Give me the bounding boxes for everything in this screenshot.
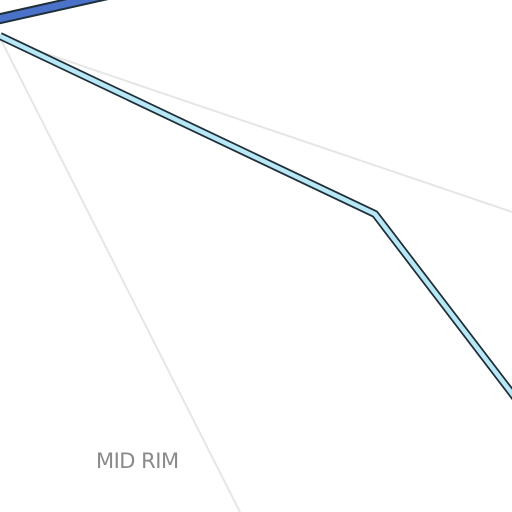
route-dark-blue[interactable] xyxy=(0,0,110,25)
route-light-blue[interactable] xyxy=(0,32,512,404)
boundary-line xyxy=(0,37,512,213)
area-label: MID RIM xyxy=(96,449,179,473)
boundary-line xyxy=(0,37,241,512)
